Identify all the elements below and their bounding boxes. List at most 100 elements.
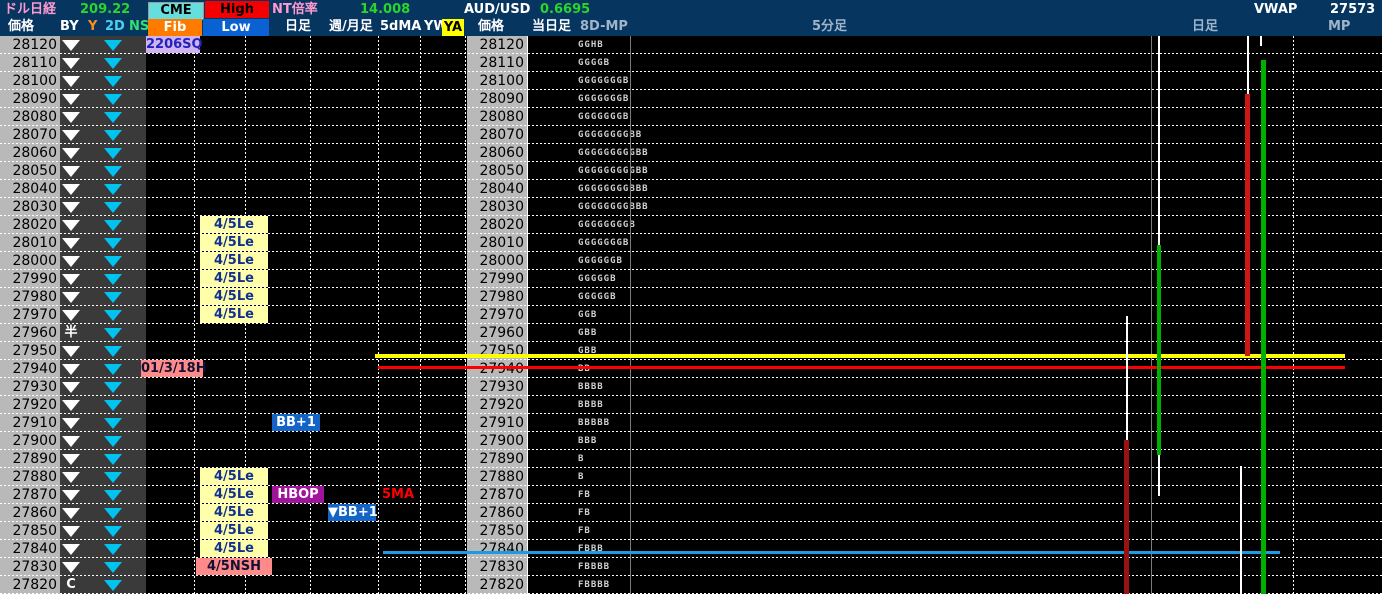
ladder-row[interactable]: 28060 28060 GGGGGGGGGBB <box>0 144 1382 162</box>
price-cell-left[interactable]: 28090 <box>0 90 60 108</box>
price-cell-left[interactable]: 27900 <box>0 432 60 450</box>
price-cell-left[interactable]: 27830 <box>0 558 60 576</box>
price-cell-right[interactable]: 27900 <box>467 432 527 450</box>
price-cell-right[interactable]: 27860 <box>467 504 527 522</box>
ladder-row[interactable]: 27900 27900 BBB <box>0 432 1382 450</box>
price-cell-right[interactable]: 27920 <box>467 396 527 414</box>
chip-cme[interactable]: CME <box>148 2 204 20</box>
tag-45nsh[interactable]: 4/5NSH <box>196 558 272 575</box>
price-cell-right[interactable]: 27910 <box>467 414 527 432</box>
price-cell-right[interactable]: 28100 <box>467 72 527 90</box>
price-cell-left[interactable]: 27910 <box>0 414 60 432</box>
tag-fib-45le[interactable]: 4/5Le <box>200 522 268 539</box>
tag-fib-45le[interactable]: 4/5Le <box>200 486 268 503</box>
price-cell-right[interactable]: 27820 <box>467 576 527 594</box>
price-cell-right[interactable]: 27940 <box>467 360 527 378</box>
ladder-row[interactable]: 27870 27870 FB <box>0 486 1382 504</box>
ladder-row[interactable]: 27930 27930 BBBB <box>0 378 1382 396</box>
chip-ya[interactable]: YA <box>442 19 464 36</box>
ladder-row[interactable]: 27940 27940 BB <box>0 360 1382 378</box>
price-cell-left[interactable]: 27990 <box>0 270 60 288</box>
price-cell-left[interactable]: 28040 <box>0 180 60 198</box>
price-cell-right[interactable]: 28060 <box>467 144 527 162</box>
price-cell-right[interactable]: 27930 <box>467 378 527 396</box>
price-cell-right[interactable]: 27970 <box>467 306 527 324</box>
ladder-row[interactable]: 28050 28050 GGGGGGGGGBB <box>0 162 1382 180</box>
price-cell-left[interactable]: 27920 <box>0 396 60 414</box>
ladder-row[interactable]: 27920 27920 BBBB <box>0 396 1382 414</box>
ladder-row[interactable]: 27990 27990 GGGGGB <box>0 270 1382 288</box>
price-cell-left[interactable]: 27890 <box>0 450 60 468</box>
tag-0131 8h[interactable]: 01/3/18H <box>141 360 207 377</box>
tag-fib-45le[interactable]: 4/5Le <box>200 234 268 251</box>
price-cell-right[interactable]: 27830 <box>467 558 527 576</box>
price-cell-right[interactable]: 27990 <box>467 270 527 288</box>
ladder-row[interactable]: 27860 27860 FB <box>0 504 1382 522</box>
price-cell-left[interactable]: 27930 <box>0 378 60 396</box>
price-cell-right[interactable]: 27850 <box>467 522 527 540</box>
ladder-row[interactable]: 28090 28090 GGGGGGGB <box>0 90 1382 108</box>
price-cell-left[interactable]: 27850 <box>0 522 60 540</box>
ladder-row[interactable]: 28020 28020 GGGGGGGGB <box>0 216 1382 234</box>
price-cell-left[interactable]: 28020 <box>0 216 60 234</box>
price-cell-right[interactable]: 27980 <box>467 288 527 306</box>
ladder-row[interactable]: 27820 C 27820 FBBBB <box>0 576 1382 594</box>
ladder-row[interactable]: 27890 27890 B <box>0 450 1382 468</box>
price-cell-right[interactable]: 28120 <box>467 36 527 54</box>
ladder-row[interactable]: 28110 28110 GGGGB <box>0 54 1382 72</box>
price-cell-left[interactable]: 28100 <box>0 72 60 90</box>
price-cell-right[interactable]: 28050 <box>467 162 527 180</box>
chip-fib[interactable]: Fib <box>148 19 202 36</box>
ladder-row[interactable]: 27970 27970 GGB <box>0 306 1382 324</box>
ladder-row[interactable]: 27830 27830 FBBBB <box>0 558 1382 576</box>
price-cell-left[interactable]: 28010 <box>0 234 60 252</box>
price-cell-right[interactable]: 28040 <box>467 180 527 198</box>
price-cell-right[interactable]: 28080 <box>467 108 527 126</box>
price-cell-right[interactable]: 27870 <box>467 486 527 504</box>
price-cell-left[interactable]: 28070 <box>0 126 60 144</box>
price-cell-left[interactable]: 28120 <box>0 36 60 54</box>
ladder-row[interactable]: 28000 28000 GGGGGGB <box>0 252 1382 270</box>
ladder-row[interactable]: 28030 28030 GGGGGGGGBBB <box>0 198 1382 216</box>
price-cell-right[interactable]: 27840 <box>467 540 527 558</box>
price-cell-left[interactable]: 28110 <box>0 54 60 72</box>
price-cell-right[interactable]: 28030 <box>467 198 527 216</box>
ladder-row[interactable]: 28080 28080 GGGGGGGB <box>0 108 1382 126</box>
price-cell-left[interactable]: 28050 <box>0 162 60 180</box>
price-cell-right[interactable]: 27880 <box>467 468 527 486</box>
tag-bb-plus-1[interactable]: BB+1 <box>272 414 320 431</box>
ladder-row[interactable]: 27910 27910 BBBBB <box>0 414 1382 432</box>
price-cell-left[interactable]: 28030 <box>0 198 60 216</box>
chip-low[interactable]: Low <box>203 19 269 36</box>
ladder-row[interactable]: 28120 28120 GGHB <box>0 36 1382 54</box>
price-cell-right[interactable]: 28070 <box>467 126 527 144</box>
chip-high[interactable]: High <box>205 1 269 18</box>
price-cell-left[interactable]: 27960 <box>0 324 60 342</box>
tag-fib-45le[interactable]: 4/5Le <box>200 468 268 485</box>
ladder-row[interactable]: 27850 27850 FB <box>0 522 1382 540</box>
price-cell-right[interactable]: 28020 <box>467 216 527 234</box>
tag-hbop[interactable]: HBOP <box>272 486 324 503</box>
price-cell-left[interactable]: 27820 <box>0 576 60 594</box>
price-cell-left[interactable]: 28000 <box>0 252 60 270</box>
ladder-row[interactable]: 28070 28070 GGGGGGGGBB <box>0 126 1382 144</box>
price-cell-right[interactable]: 27890 <box>467 450 527 468</box>
price-cell-right[interactable]: 27960 <box>467 324 527 342</box>
price-cell-left[interactable]: 28080 <box>0 108 60 126</box>
price-cell-left[interactable]: 27860 <box>0 504 60 522</box>
price-cell-left[interactable]: 27980 <box>0 288 60 306</box>
tag-fib-45le[interactable]: 4/5Le <box>200 540 268 557</box>
ladder-row[interactable]: 27980 27980 GGGGGB <box>0 288 1382 306</box>
price-cell-right[interactable]: 28000 <box>467 252 527 270</box>
tag-fib-45le[interactable]: 4/5Le <box>200 270 268 287</box>
ladder-row[interactable]: 28040 28040 GGGGGGGGBBB <box>0 180 1382 198</box>
tag-fib-45le[interactable]: 4/5Le <box>200 252 268 269</box>
price-cell-left[interactable]: 27940 <box>0 360 60 378</box>
tag-5ma[interactable]: 5MA <box>381 487 415 502</box>
ladder-row[interactable]: 28100 28100 GGGGGGGB <box>0 72 1382 90</box>
tag-2206sq[interactable]: 2206SQ <box>146 36 203 53</box>
price-cell-right[interactable]: 28090 <box>467 90 527 108</box>
price-cell-left[interactable]: 27880 <box>0 468 60 486</box>
ladder-row[interactable]: 27880 27880 B <box>0 468 1382 486</box>
price-cell-left[interactable]: 27840 <box>0 540 60 558</box>
